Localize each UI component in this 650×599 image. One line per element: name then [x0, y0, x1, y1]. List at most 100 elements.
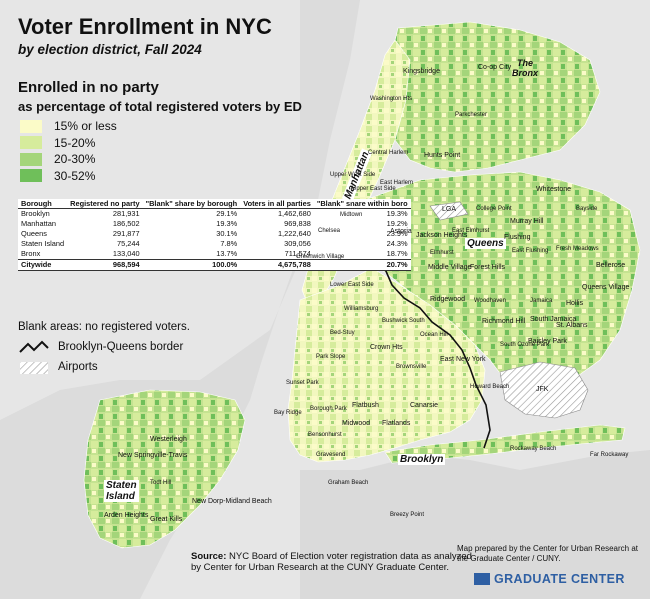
table-cell: 7.8%: [220, 239, 238, 248]
place-label: Baisley Park: [528, 338, 567, 345]
borough-label-brooklyn: Brooklyn: [398, 454, 446, 465]
table-cell: 969,838: [284, 219, 311, 228]
place-label: Ridgewood: [430, 296, 466, 303]
airport-legend: Airports: [18, 361, 98, 373]
table-cell: Queens: [21, 229, 47, 238]
place-label: Westerleigh: [150, 436, 187, 443]
place-label: Midtown: [340, 212, 363, 218]
place-label: East Elmhurst: [452, 228, 490, 234]
place-label: Jamaica: [530, 298, 553, 304]
legend-item: 15% or less: [20, 118, 117, 135]
table-header: Registered no party: [67, 199, 143, 209]
place-label: New Springville-Travis: [118, 452, 188, 459]
place-label: Fresh Meadows: [556, 246, 599, 252]
table-row: Brooklyn 281,931 29.1% 1,462,680 19.3%: [18, 209, 411, 220]
place-label: Upper West Side: [330, 172, 376, 178]
legend-label: 20-30%: [54, 152, 96, 167]
airport-legend-label: Airports: [58, 361, 98, 373]
legend-items: 15% or less 15-20% 20-30% 30-52%: [20, 118, 117, 184]
place-label: Arden Heights: [104, 512, 149, 519]
legend-item: 30-52%: [20, 168, 117, 185]
table-cell: 24.3%: [386, 239, 408, 248]
table-header: Borough: [18, 199, 68, 209]
table-cell: 19.3%: [216, 219, 238, 228]
lga-airport: [429, 201, 469, 221]
place-label: LGA: [442, 206, 457, 213]
place-label: Breezy Point: [390, 512, 425, 518]
source-note: Source: NYC Board of Election voter regi…: [191, 551, 481, 573]
place-label: Bay Ridge: [274, 410, 302, 416]
border-legend-label: Brooklyn-Queens border: [58, 341, 184, 353]
logo-text: GRADUATE CENTER: [494, 572, 625, 586]
place-label: Canarsie: [410, 402, 439, 409]
place-label: Rockaway Beach: [510, 446, 557, 452]
table-header: "Blank" share by borough: [142, 199, 241, 209]
brooklyn-area: [287, 267, 486, 463]
place-label: Bensonhurst: [308, 432, 342, 438]
place-label: Ocean Hill: [420, 332, 448, 338]
table-row: Bronx 133,040 13.7% 711,574 18.7%: [18, 249, 411, 260]
legend-subheading: as percentage of total registered voters…: [18, 99, 302, 114]
place-label: South Ozone Park: [500, 342, 550, 348]
place-label: Flatlands: [382, 420, 411, 427]
legend-item: 20-30%: [20, 151, 117, 168]
place-label: Borough Park: [310, 406, 347, 412]
border-legend-icon: [19, 340, 49, 353]
place-label: Forest Hills: [470, 264, 506, 271]
place-label: Woodhaven: [474, 298, 506, 304]
table-row: Queens 291,877 30.1% 1,222,640 23.9%: [18, 229, 411, 239]
legend-item: 15-20%: [20, 135, 117, 152]
credit-note: Map prepared by the Center for Urban Res…: [457, 544, 638, 563]
place-label: Bushwick South: [382, 318, 425, 324]
place-label: Howard Beach: [470, 384, 510, 390]
table-cell: 291,877: [112, 229, 140, 238]
table-cell: Manhattan: [21, 219, 56, 228]
table-cell: Brooklyn: [21, 209, 50, 218]
place-label: East New York: [440, 356, 486, 363]
table-cell: 309,056: [284, 239, 311, 248]
cuny-logo-icon: [474, 573, 490, 585]
place-label: Sunset Park: [286, 380, 319, 386]
table-cell: 20.7%: [313, 259, 411, 271]
enrollment-table: Borough Registered no party "Blank" shar…: [18, 199, 411, 271]
place-label: Bed-Stuy: [330, 330, 355, 336]
table-cell: 186,502: [112, 219, 140, 228]
place-label: Midwood: [342, 420, 371, 427]
place-label: Graham Beach: [328, 480, 369, 486]
place-label: Crown Hts: [370, 344, 403, 351]
table-row: Manhattan 186,502 19.3% 969,838 19.2%: [18, 219, 411, 229]
place-label: Elmhurst: [430, 250, 454, 256]
table-cell: 30.1%: [216, 229, 238, 238]
table-cell: 281,931: [112, 209, 140, 218]
legend-label: 15% or less: [54, 119, 117, 134]
map-subtitle: by election district, Fall 2024: [18, 42, 202, 57]
place-label: Great Kills: [150, 516, 183, 523]
airport-legend-icon: [20, 362, 48, 374]
table-cell: 19.2%: [386, 219, 408, 228]
place-label: St. Albans: [556, 322, 588, 329]
legend-swatch: [20, 152, 42, 166]
table-cell: Staten Island: [21, 239, 65, 248]
place-label: Brownsville: [396, 364, 427, 370]
place-label: Jackson Heights: [416, 232, 468, 239]
table-cell: 4,675,788: [240, 259, 314, 271]
border-legend: Brooklyn-Queens border: [18, 341, 183, 353]
place-label: South Jamaica: [530, 316, 577, 323]
place-label: New Dorp-Midland Beach: [192, 498, 272, 505]
table-cell: 711,574: [284, 249, 311, 258]
table-cell: 133,040: [112, 249, 140, 258]
place-label: Co-op City: [478, 64, 512, 71]
place-label: Far Rockaway: [590, 452, 629, 458]
place-label: Murray Hill: [510, 218, 544, 225]
place-label: College Point: [476, 206, 512, 212]
place-label: Bellerose: [596, 262, 626, 269]
place-label: Gravesend: [316, 452, 346, 458]
place-label: Hunts Point: [424, 152, 461, 159]
place-label: Washington Hts: [370, 96, 413, 102]
table-total-row: Citywide 968,594 100.0% 4,675,788 20.7%: [18, 259, 411, 271]
place-label: Bayside: [576, 206, 598, 212]
place-label: East Flushing: [512, 248, 549, 254]
place-label: Flatbush: [352, 402, 379, 409]
place-label: Astoria: [390, 228, 412, 235]
place-label: Todt Hill: [150, 480, 172, 486]
